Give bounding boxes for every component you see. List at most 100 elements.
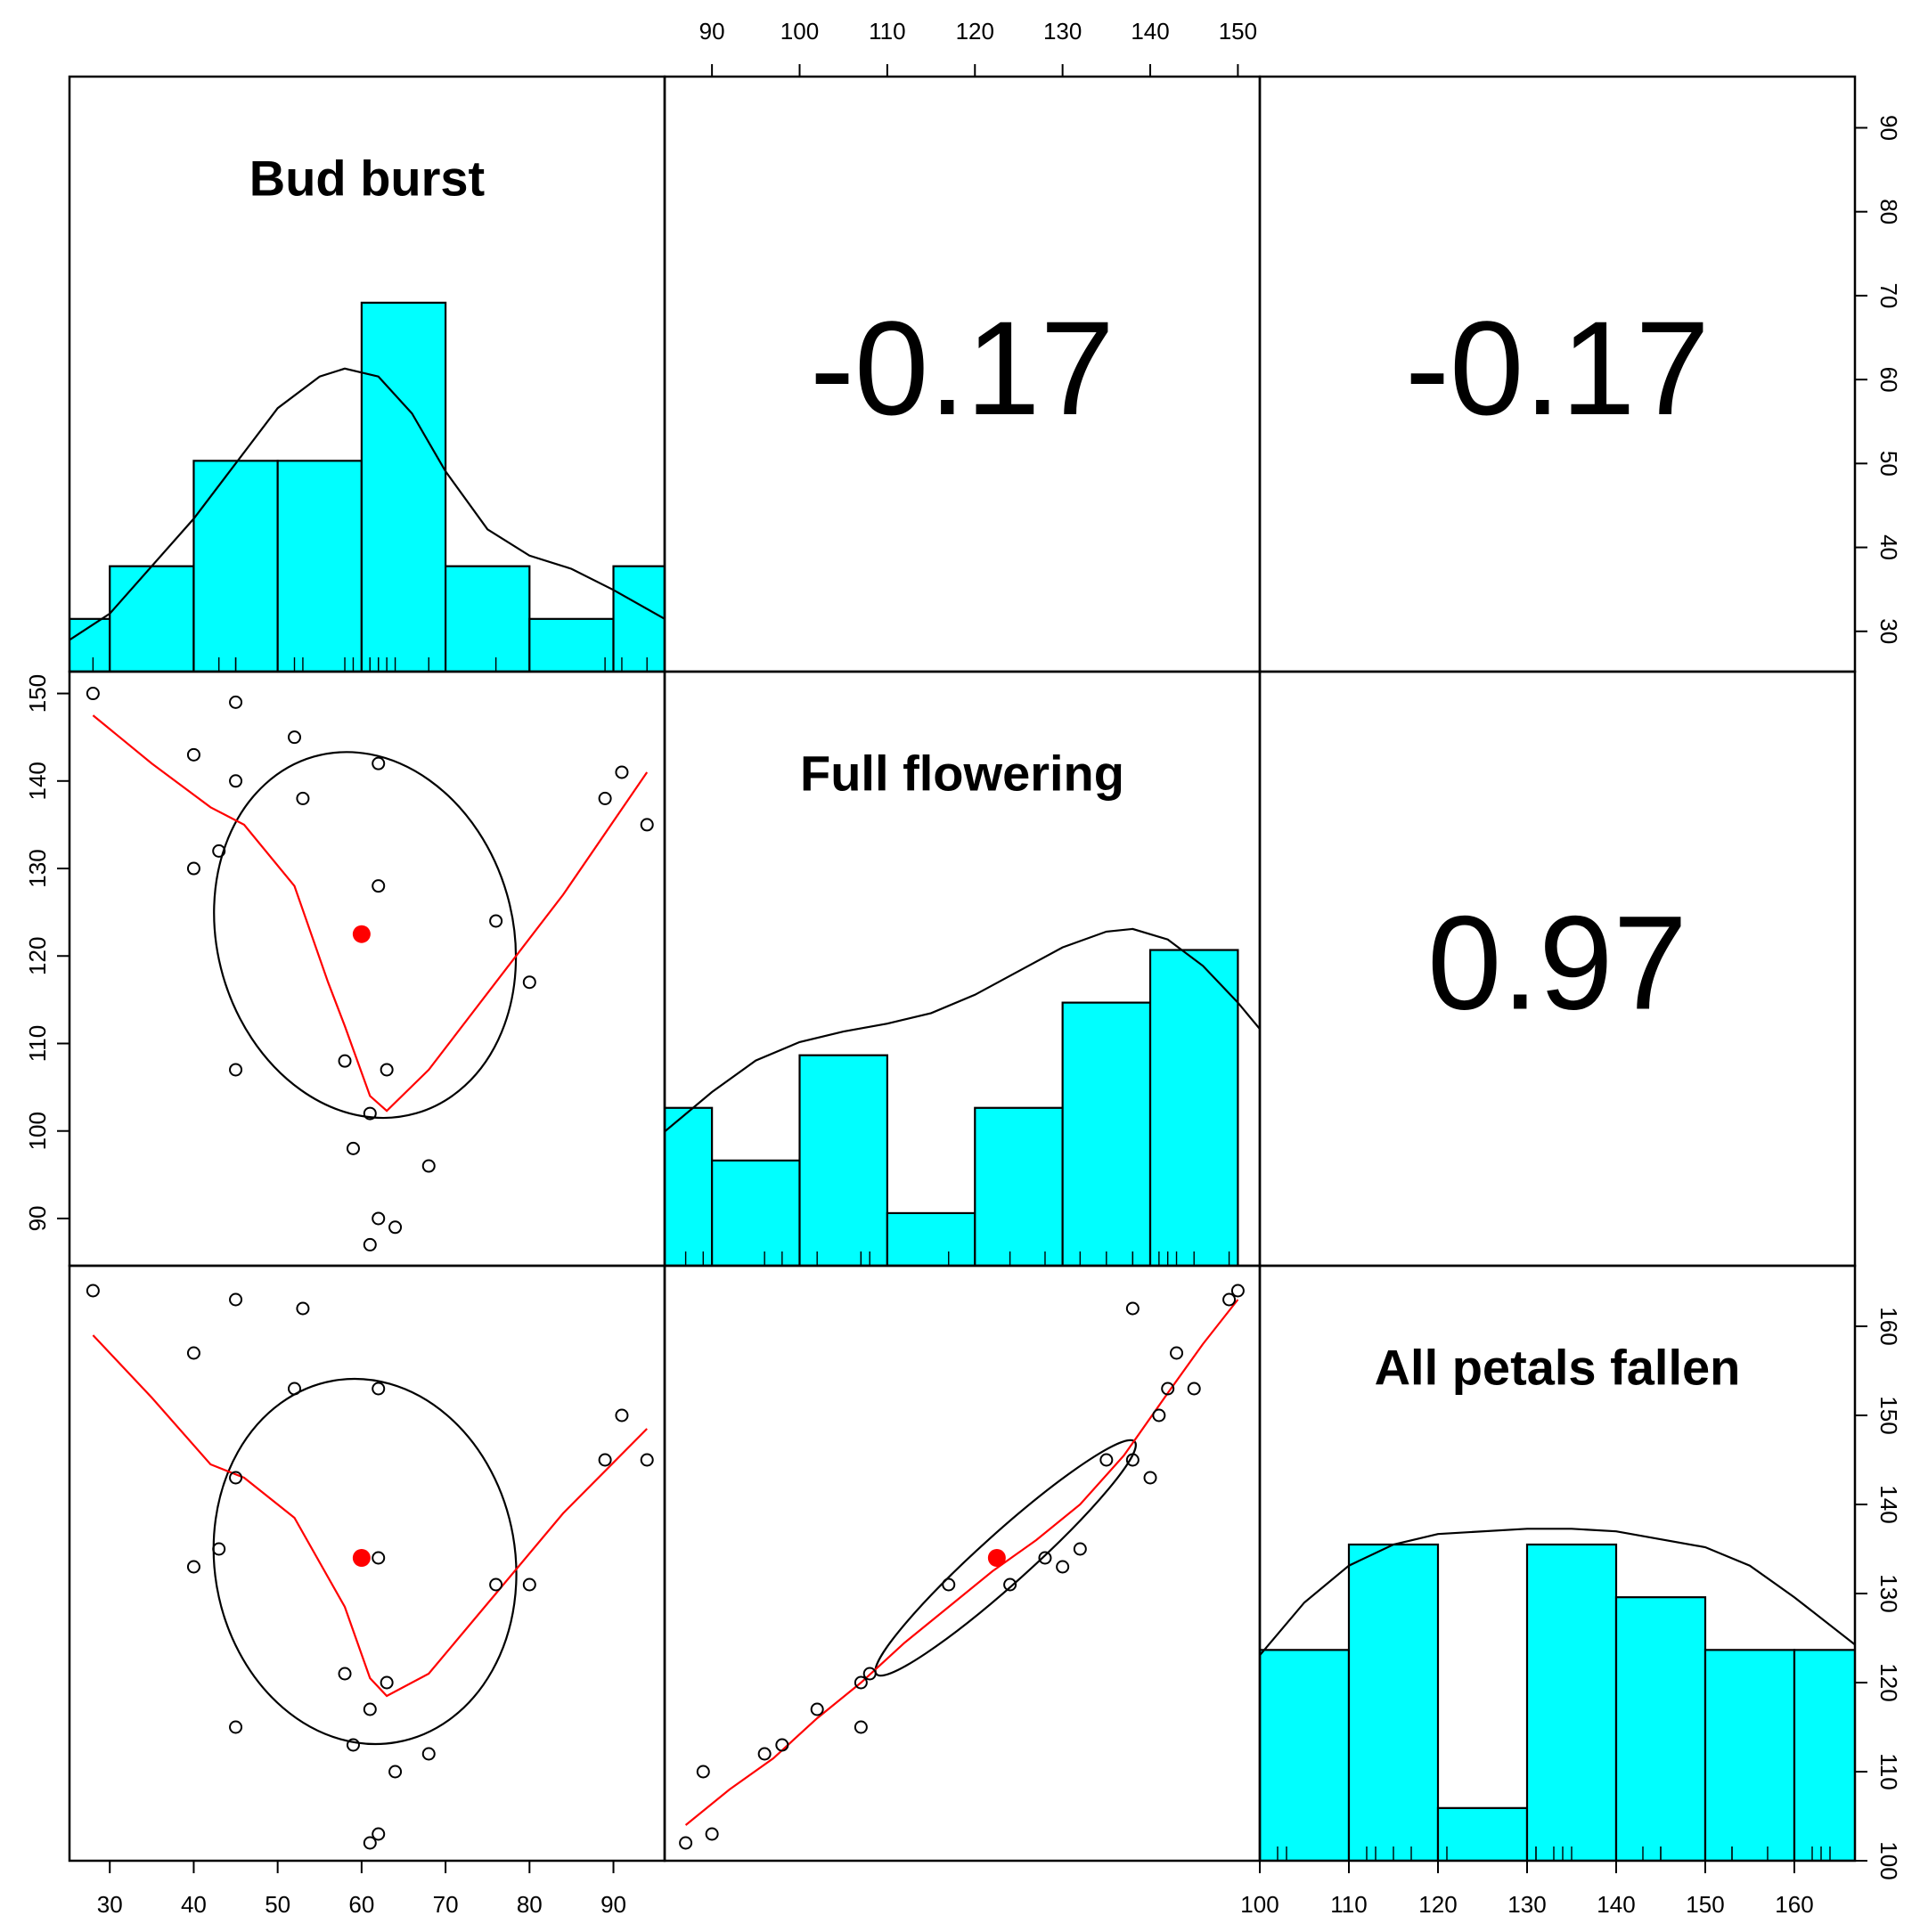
data-point	[421, 1747, 436, 1761]
tick-label: 150	[1219, 18, 1257, 45]
variable-title: All petals fallen	[1375, 1340, 1741, 1396]
data-point	[338, 1667, 352, 1681]
scatter-panel-bud-burst-vs-all-petals-fallen	[86, 1284, 654, 1850]
tick-label: 90	[1875, 115, 1902, 141]
data-point	[372, 1211, 386, 1226]
data-point	[1125, 1301, 1140, 1316]
tick-label: 160	[1775, 1891, 1813, 1918]
tick-label: 110	[869, 18, 905, 45]
data-point	[854, 1675, 868, 1690]
variable-title: Bud burst	[249, 151, 485, 207]
tick-label: 30	[97, 1891, 123, 1918]
data-point	[86, 1284, 100, 1298]
data-point	[421, 1159, 436, 1173]
data-point	[363, 1836, 377, 1850]
data-point	[346, 1738, 360, 1752]
confidence-ellipse	[212, 1377, 518, 1746]
data-point	[598, 791, 612, 805]
data-point	[1003, 1577, 1017, 1592]
data-point	[338, 1054, 352, 1068]
data-point	[810, 1702, 824, 1716]
histogram-bar	[1347, 1543, 1440, 1861]
data-point	[489, 914, 503, 928]
data-point	[372, 1827, 386, 1841]
histogram-bar	[1148, 949, 1239, 1266]
tick-label: 90	[24, 1205, 51, 1231]
histogram-bar	[1525, 1543, 1618, 1861]
data-point	[372, 1382, 386, 1396]
data-point	[212, 844, 226, 858]
tick-label: 80	[1875, 199, 1902, 224]
tick-label: 150	[1875, 1396, 1902, 1434]
data-point	[1161, 1382, 1175, 1396]
tick-label: 30	[1875, 618, 1902, 644]
data-point	[229, 1292, 243, 1307]
tick-label: 120	[956, 18, 994, 45]
panels: Bud burst Full flowering All petals fallen…	[68, 75, 1857, 1863]
data-point	[86, 687, 100, 701]
tick-label: 120	[24, 937, 51, 975]
variable-title: Full flowering	[800, 745, 1124, 801]
data-point	[372, 879, 386, 893]
histogram-bar	[612, 565, 665, 672]
axis-ticks: 30 40 50 60 70 80 90 100 110 120 130 140 150 160 90 100…	[24, 18, 1902, 1918]
data-point	[775, 1738, 789, 1752]
tick-label: 110	[1875, 1753, 1902, 1789]
tick-label: 90	[600, 1891, 626, 1918]
histogram-bar	[444, 565, 531, 672]
histogram-panel-all-petals-fallen	[1260, 1528, 1855, 1861]
histogram-bar	[1793, 1649, 1855, 1861]
data-point	[229, 695, 243, 709]
data-point	[186, 861, 200, 876]
tick-label: 80	[517, 1891, 543, 1918]
tick-label: 120	[1875, 1663, 1902, 1701]
tick-label: 130	[1507, 1891, 1546, 1918]
density-curve	[69, 367, 665, 641]
mean-point	[987, 1549, 1006, 1567]
data-point	[372, 756, 386, 770]
data-point	[229, 774, 243, 788]
data-point	[1073, 1542, 1087, 1556]
data-point	[229, 1063, 243, 1077]
density-curve	[665, 927, 1260, 1133]
scatter-panel-full-flowering-vs-all-petals-fallen	[679, 1284, 1245, 1850]
data-point	[522, 1577, 536, 1592]
data-point	[346, 1141, 360, 1155]
data-point	[1099, 1453, 1114, 1467]
data-point	[854, 1720, 868, 1734]
loess-smooth-line	[684, 1299, 1239, 1826]
data-point	[1056, 1560, 1070, 1574]
tick-label: 100	[780, 18, 819, 45]
data-point	[186, 1560, 200, 1574]
data-point	[598, 1453, 612, 1467]
tick-label: 130	[1875, 1574, 1902, 1612]
histogram-bar	[1436, 1806, 1529, 1861]
tick-label: 50	[265, 1891, 290, 1918]
data-point	[288, 1382, 302, 1396]
histogram-bar	[798, 1054, 888, 1266]
histogram-bar	[1061, 1001, 1152, 1266]
data-point	[1152, 1408, 1166, 1423]
data-point	[522, 975, 536, 990]
data-point	[1187, 1382, 1201, 1396]
data-point	[288, 730, 302, 745]
data-point	[862, 1667, 877, 1681]
tick-label: 140	[24, 762, 51, 800]
tick-label: 120	[1418, 1891, 1457, 1918]
data-point	[212, 1542, 226, 1556]
data-point	[388, 1765, 403, 1779]
tick-label: 140	[1131, 18, 1169, 45]
data-point	[640, 1453, 654, 1467]
data-point	[1143, 1471, 1157, 1485]
data-point	[380, 1675, 394, 1690]
data-point	[1038, 1551, 1052, 1565]
data-point	[942, 1577, 956, 1592]
tick-label: 160	[1875, 1307, 1902, 1345]
histogram-bar	[886, 1211, 976, 1266]
tick-label: 60	[1875, 367, 1902, 393]
data-point	[696, 1765, 710, 1779]
tick-label: 40	[1875, 534, 1902, 560]
histogram-bar	[528, 617, 615, 672]
tick-label: 90	[699, 18, 725, 45]
